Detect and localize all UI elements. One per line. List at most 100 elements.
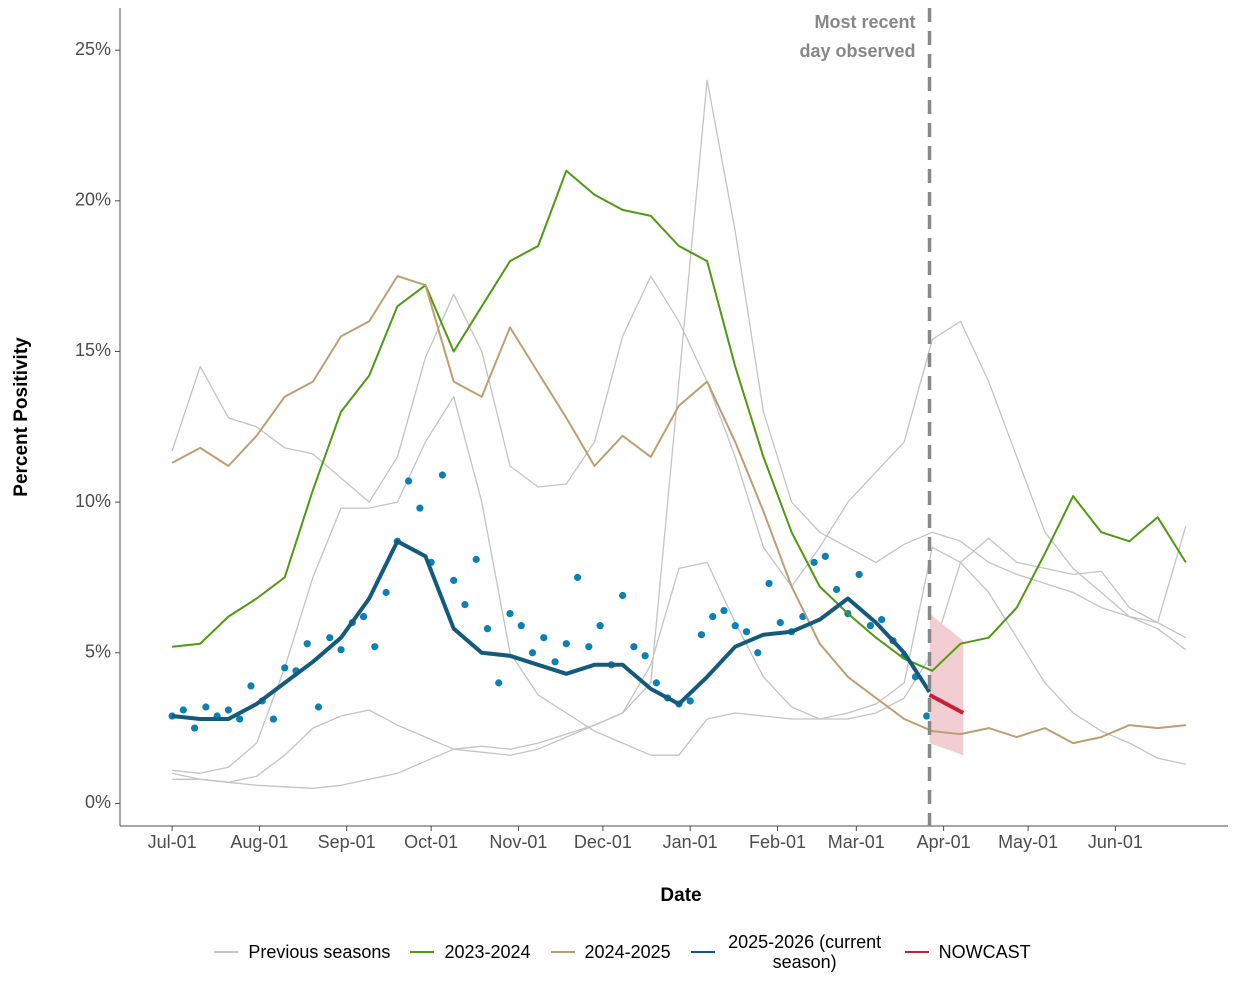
data-point	[810, 558, 818, 566]
legend: Previous seasons 2023-2024 2024-2025 2025-2…	[0, 932, 1243, 972]
series-line	[171, 169, 1187, 672]
data-point	[269, 715, 278, 723]
data-point	[461, 600, 469, 609]
data-point	[506, 609, 514, 618]
data-point	[528, 649, 537, 657]
data-point	[247, 682, 255, 690]
data-point	[551, 658, 559, 666]
legend-label: Previous seasons	[248, 942, 391, 962]
legend-item: Previous seasons	[212, 942, 390, 962]
data-point	[326, 634, 334, 642]
data-point	[191, 724, 199, 732]
series-line	[171, 275, 1186, 745]
y-tick-label: 0%	[85, 792, 111, 812]
data-point	[438, 471, 447, 479]
x-tick-label: Jun-01	[1088, 832, 1143, 852]
data-point	[754, 649, 762, 657]
data-point	[495, 679, 503, 687]
legend-label: NOWCAST	[938, 942, 1031, 962]
data-point	[641, 652, 649, 660]
data-point	[416, 504, 424, 512]
legend-swatch	[904, 951, 929, 953]
y-tick-label: 15%	[75, 340, 111, 360]
data-point	[686, 697, 694, 705]
series-line	[171, 539, 932, 721]
data-point	[573, 573, 582, 582]
x-tick-label: Nov-01	[489, 832, 547, 852]
data-point	[855, 570, 863, 579]
legend-swatch	[410, 951, 435, 953]
data-point	[878, 616, 886, 624]
x-tick-label: Feb-01	[749, 832, 806, 852]
data-point	[540, 634, 548, 642]
data-point	[483, 625, 492, 633]
annotation-text: Most recent	[814, 12, 915, 32]
y-axis-title: Percent Positivity	[11, 337, 32, 497]
data-point	[314, 703, 323, 711]
data-point	[697, 631, 706, 639]
data-point	[517, 622, 525, 630]
data-point	[630, 643, 638, 651]
data-point	[765, 579, 773, 588]
data-point	[652, 679, 661, 687]
legend-label: 2025-2026 (current season)	[728, 932, 882, 972]
legend-swatch	[690, 951, 715, 953]
data-point	[923, 712, 931, 720]
legend-swatch	[550, 951, 575, 953]
x-tick-label: Dec-01	[574, 832, 632, 852]
x-tick-label: Aug-01	[230, 832, 288, 852]
legend-label: 2023-2024	[444, 942, 531, 962]
legend-label: 2024-2025	[584, 942, 671, 962]
data-point	[821, 552, 829, 560]
legend-item: 2024-2025	[549, 942, 671, 962]
legend-item: 2025-2026 (current season)	[689, 932, 885, 972]
data-point	[236, 715, 244, 723]
data-point	[281, 664, 289, 672]
x-tick-label: Apr-01	[917, 832, 971, 852]
data-point	[776, 619, 784, 627]
data-point	[337, 646, 345, 654]
data-point	[585, 643, 593, 651]
y-tick-label: 20%	[75, 190, 111, 210]
data-point	[359, 613, 368, 621]
x-tick-label: Sep-01	[318, 832, 376, 852]
data-point	[742, 628, 751, 636]
data-point	[866, 622, 874, 630]
data-point	[562, 640, 570, 648]
data-point	[731, 622, 739, 630]
x-tick-label: Mar-01	[828, 832, 885, 852]
data-point	[382, 588, 390, 597]
x-tick-label: Jul-01	[148, 832, 197, 852]
data-point	[405, 477, 413, 485]
legend-swatch	[214, 951, 239, 953]
previous-season-line	[171, 275, 1187, 624]
x-tick-label: May-01	[998, 832, 1058, 852]
x-tick-label: Jan-01	[663, 832, 718, 852]
data-point	[472, 555, 480, 563]
data-point	[179, 706, 187, 714]
y-tick-label: 25%	[75, 39, 111, 59]
data-point	[371, 643, 379, 651]
legend-item: NOWCAST	[903, 942, 1031, 962]
legend-item: 2023-2024	[408, 942, 531, 962]
data-point	[619, 591, 627, 600]
data-point	[303, 640, 311, 648]
previous-season-line	[171, 537, 1187, 783]
previous-season-line	[172, 79, 1187, 789]
y-tick-label: 5%	[85, 642, 111, 662]
annotation-text: day observed	[799, 41, 915, 61]
y-tick-label: 10%	[75, 491, 111, 511]
data-point	[224, 706, 233, 714]
data-point	[709, 613, 717, 621]
data-point	[833, 585, 841, 594]
x-tick-label: Oct-01	[404, 832, 458, 852]
chart: Percent Positivity Date 0% 5% 10% 15% 20% 25%…	[11, 8, 1228, 906]
data-point	[596, 622, 604, 630]
series-line	[928, 693, 965, 715]
data-point	[450, 576, 458, 585]
x-axis-title: Date	[660, 885, 701, 906]
previous-season-line	[172, 396, 1186, 774]
data-point	[202, 703, 210, 711]
data-point	[720, 606, 728, 615]
